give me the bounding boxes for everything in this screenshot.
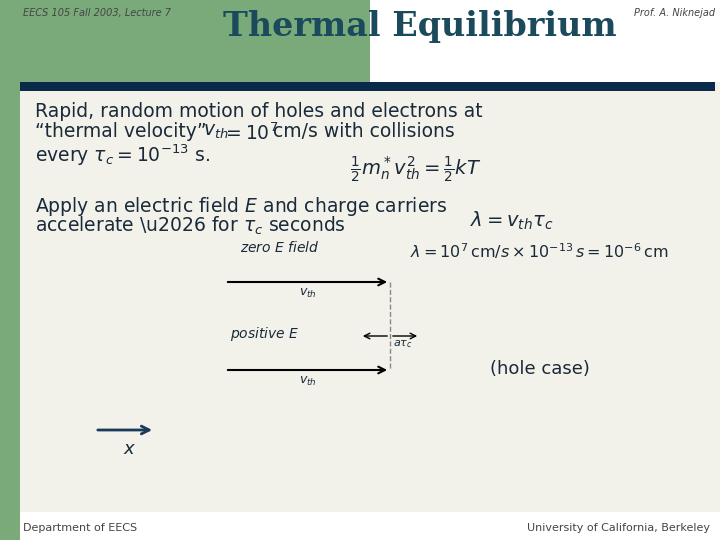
Text: $\lambda = v_{th}\tau_c$: $\lambda = v_{th}\tau_c$	[470, 210, 554, 232]
Text: $\frac{1}{2}m_n^* v_{th}^2 = \frac{1}{2}kT$: $\frac{1}{2}m_n^* v_{th}^2 = \frac{1}{2}…	[350, 155, 481, 185]
Text: $v_{th}$: $v_{th}$	[299, 375, 316, 388]
Text: Prof. A. Niknejad: Prof. A. Niknejad	[634, 8, 715, 18]
Text: every $\tau_c = 10^{-13}$ s.: every $\tau_c = 10^{-13}$ s.	[35, 142, 210, 167]
Bar	[20, 82, 720, 512]
Text: University of California, Berkeley: University of California, Berkeley	[527, 523, 710, 533]
Text: $a\tau_c$: $a\tau_c$	[393, 338, 413, 350]
Text: EECS 105 Fall 2003, Lecture 7: EECS 105 Fall 2003, Lecture 7	[23, 8, 171, 18]
Text: $v_{th}$: $v_{th}$	[203, 122, 229, 141]
Bar	[20, 82, 715, 91]
Text: $x$: $x$	[123, 440, 137, 458]
Text: $v_{th}$: $v_{th}$	[299, 287, 316, 300]
Text: Department of EECS: Department of EECS	[23, 523, 137, 533]
Text: zero $E$ field: zero $E$ field	[240, 240, 320, 255]
Text: Rapid, random motion of holes and electrons at: Rapid, random motion of holes and electr…	[35, 102, 482, 121]
Text: positive $E$: positive $E$	[230, 325, 300, 343]
Text: (hole case): (hole case)	[490, 360, 590, 378]
Text: $= 10^7$: $= 10^7$	[222, 122, 279, 144]
Text: cm/s with collisions: cm/s with collisions	[267, 122, 455, 141]
Text: $\lambda = 10^7\,\mathrm{cm}/s \times 10^{-13}\,s = 10^{-6}\,\mathrm{cm}$: $\lambda = 10^7\,\mathrm{cm}/s \times 10…	[410, 242, 669, 262]
Text: accelerate \u2026 for $\tau_c$ seconds: accelerate \u2026 for $\tau_c$ seconds	[35, 215, 346, 237]
Bar	[0, 0, 20, 540]
Text: Apply an electric field $E$ and charge carriers: Apply an electric field $E$ and charge c…	[35, 195, 447, 218]
Text: “thermal velocity”: “thermal velocity”	[35, 122, 212, 141]
Bar	[20, 0, 370, 82]
Text: Thermal Equilibrium: Thermal Equilibrium	[223, 10, 617, 43]
